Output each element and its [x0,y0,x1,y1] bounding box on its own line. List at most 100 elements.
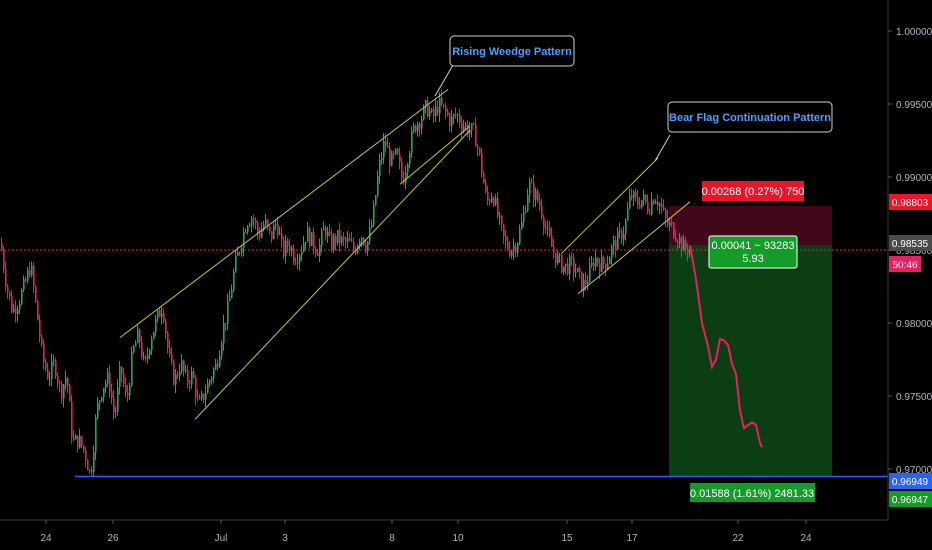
candle [343,232,345,247]
candle [137,325,139,344]
candle [565,263,567,275]
candle [631,188,633,201]
candle [377,170,379,198]
candle [331,228,333,253]
candle [359,238,361,251]
candle [657,194,659,211]
candle [65,370,67,390]
candle [257,220,259,240]
candle [307,221,309,242]
candle [317,248,319,257]
candle [117,379,119,416]
candle [135,340,137,347]
x-tick-label: 15 [561,533,573,544]
candle [567,257,569,276]
candle [367,240,369,256]
candle [351,231,353,243]
y-axis-ticks[interactable]: 1.00000 0.99500 0.99000 0.98500 0.98000 0.975… [888,27,932,476]
candle [217,358,219,372]
candle [13,304,15,314]
pattern-trend-line[interactable] [577,201,691,295]
wedge-callout-box[interactable] [449,35,575,67]
flag-callout-box[interactable] [667,101,833,133]
candle [621,228,623,244]
candle [647,194,649,215]
candle [451,109,453,133]
candle [237,246,239,256]
candle [541,198,543,220]
candle [559,252,561,263]
candle [45,358,47,372]
candle [107,367,109,387]
candle [357,244,359,255]
candle [247,225,249,235]
candle [667,209,669,228]
stop-info-box [702,181,804,201]
candle [427,96,429,118]
candle [299,253,301,271]
candle [605,263,607,277]
candle [41,334,43,348]
candle [497,191,499,219]
candle [319,238,321,262]
candle [85,447,87,468]
candle [169,339,171,358]
candle [31,261,33,278]
candle [477,144,479,157]
candle [409,150,411,169]
candle [395,148,397,156]
candle [259,227,261,242]
candle [625,218,627,241]
candle [597,256,599,267]
candle [457,113,459,123]
candle [639,197,641,210]
x-tick-label: 24 [40,533,52,544]
candle [55,357,57,379]
candle [115,406,117,419]
candle [655,199,657,205]
candle [361,236,363,248]
candle [113,389,115,420]
pattern-trend-line[interactable] [194,129,471,420]
candle [421,115,423,135]
pattern-trend-line[interactable] [119,89,449,338]
candle [201,390,203,402]
candle [83,445,85,453]
candle [245,228,247,233]
candle [51,353,53,387]
candle [323,221,325,231]
candle [3,246,5,274]
candle [39,314,41,343]
candle [15,300,17,323]
candle [419,122,421,137]
candle [159,306,161,318]
candle [665,207,667,227]
candle [555,252,557,269]
target-info-box [690,483,815,502]
candle [191,366,193,389]
candle [187,365,189,389]
candle [493,195,495,208]
candle [239,251,241,256]
candle [681,235,683,258]
candle [219,350,221,368]
candle [685,237,687,255]
candle [119,361,121,395]
candle [509,241,511,258]
candle [393,150,395,160]
x-axis-ticks[interactable]: 24 26 Jul 3 8 10 15 17 22 24 [40,520,812,544]
candle [333,233,335,254]
candle [673,221,675,239]
pattern-trend-line[interactable] [561,157,659,254]
candle [221,340,223,360]
candle [311,232,313,247]
y-tick-label: 0.97500 [896,392,932,403]
candle [481,147,483,178]
candle [149,348,151,360]
pattern-trend-line[interactable] [399,125,471,185]
candle [581,271,583,293]
candle [167,331,169,354]
candle [59,380,61,393]
